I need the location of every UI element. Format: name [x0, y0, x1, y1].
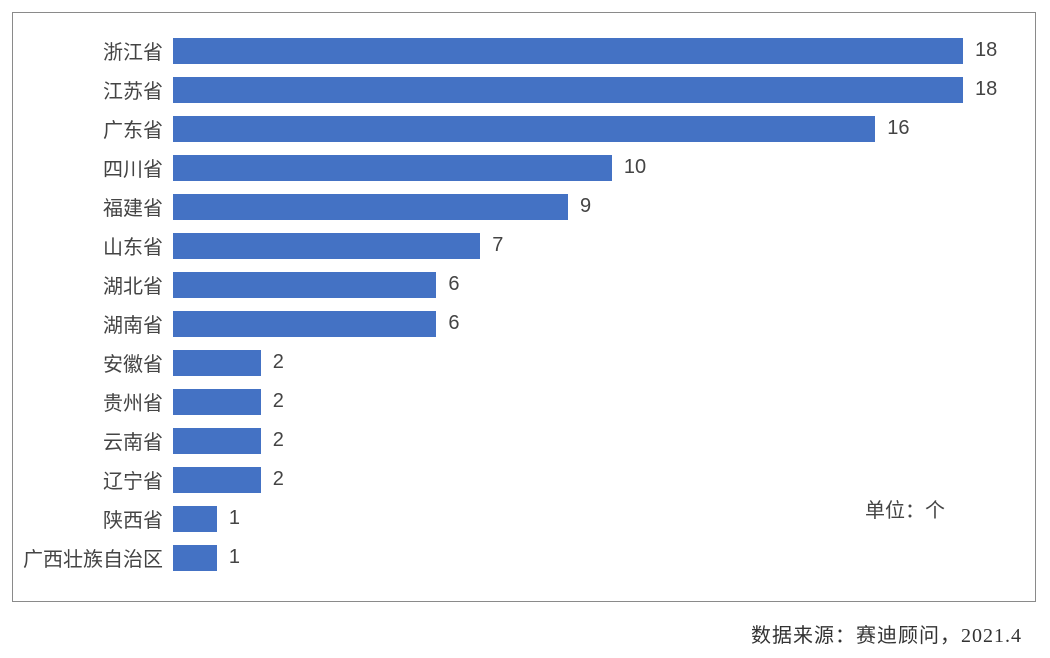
data-source-caption: 数据来源：赛迪顾问，2021.4: [751, 619, 1022, 648]
bar-track: 2: [173, 382, 1005, 421]
value-label: 18: [975, 39, 997, 62]
bar-row: 贵州省 2: [23, 382, 1005, 421]
bar-row: 四川省 10: [23, 148, 1005, 187]
bar: [173, 467, 261, 493]
category-label: 湖南省: [23, 309, 173, 338]
bar-track: 6: [173, 304, 1005, 343]
value-label: 2: [273, 351, 284, 374]
bar-row: 湖南省 6: [23, 304, 1005, 343]
bar-track: 18: [173, 70, 1005, 109]
value-label: 2: [273, 390, 284, 413]
category-label: 江苏省: [23, 75, 173, 104]
category-label: 山东省: [23, 231, 173, 260]
chart-area: 浙江省 18 江苏省 18 广东省 16 四川省 10 福建省 9 山东省 7 湖北省 6 湖南省 6 安徽省 2…: [23, 31, 1005, 583]
bar: [173, 428, 261, 454]
bar-row: 辽宁省 2: [23, 460, 1005, 499]
bar: [173, 77, 963, 103]
category-label: 广东省: [23, 114, 173, 143]
category-label: 四川省: [23, 153, 173, 182]
bar: [173, 233, 480, 259]
category-label: 浙江省: [23, 36, 173, 65]
value-label: 10: [624, 156, 646, 179]
chart-frame: 浙江省 18 江苏省 18 广东省 16 四川省 10 福建省 9 山东省 7 湖北省 6 湖南省 6 安徽省 2…: [12, 12, 1036, 602]
value-label: 16: [887, 117, 909, 140]
bar-track: 16: [173, 109, 1005, 148]
bar-row: 江苏省 18: [23, 70, 1005, 109]
value-label: 7: [492, 234, 503, 257]
category-label: 陕西省: [23, 504, 173, 533]
bar-row: 湖北省 6: [23, 265, 1005, 304]
value-label: 18: [975, 78, 997, 101]
bar: [173, 272, 436, 298]
bar-row: 广西壮族自治区 1: [23, 538, 1005, 577]
value-label: 6: [448, 312, 459, 335]
value-label: 1: [229, 507, 240, 530]
value-label: 9: [580, 195, 591, 218]
category-label: 福建省: [23, 192, 173, 221]
bar-track: 10: [173, 148, 1005, 187]
value-label: 6: [448, 273, 459, 296]
bar-row: 云南省 2: [23, 421, 1005, 460]
value-label: 2: [273, 429, 284, 452]
bar-track: 9: [173, 187, 1005, 226]
bar: [173, 506, 217, 532]
bar-track: 6: [173, 265, 1005, 304]
category-label: 云南省: [23, 426, 173, 455]
bar-row: 福建省 9: [23, 187, 1005, 226]
unit-label: 单位：个: [865, 494, 945, 523]
bar-row: 安徽省 2: [23, 343, 1005, 382]
bar: [173, 194, 568, 220]
bar: [173, 311, 436, 337]
bar-row: 山东省 7: [23, 226, 1005, 265]
value-label: 2: [273, 468, 284, 491]
category-label: 湖北省: [23, 270, 173, 299]
bar-track: 2: [173, 421, 1005, 460]
bar: [173, 38, 963, 64]
bar: [173, 350, 261, 376]
category-label: 广西壮族自治区: [23, 543, 173, 572]
bar-track: 1: [173, 538, 1005, 577]
category-label: 辽宁省: [23, 465, 173, 494]
bar: [173, 116, 875, 142]
bar: [173, 545, 217, 571]
bar: [173, 155, 612, 181]
bar-track: 7: [173, 226, 1005, 265]
category-label: 贵州省: [23, 387, 173, 416]
category-label: 安徽省: [23, 348, 173, 377]
bar: [173, 389, 261, 415]
bar-row: 陕西省 1: [23, 499, 1005, 538]
bar-row: 浙江省 18: [23, 31, 1005, 70]
bar-track: 2: [173, 343, 1005, 382]
bar-row: 广东省 16: [23, 109, 1005, 148]
bar-track: 18: [173, 31, 1005, 70]
value-label: 1: [229, 546, 240, 569]
